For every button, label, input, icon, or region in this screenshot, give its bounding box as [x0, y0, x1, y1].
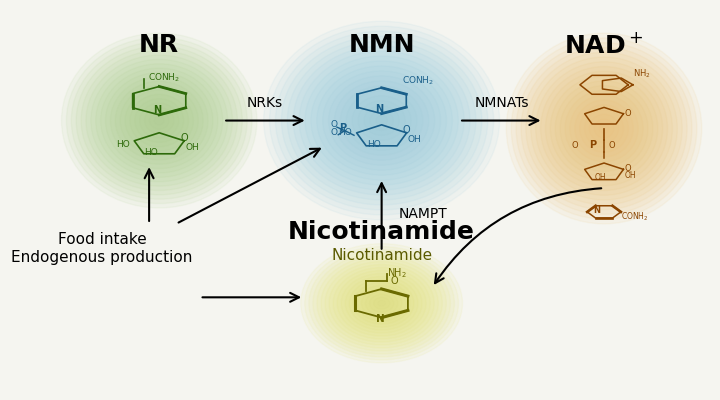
Text: NH$_2$: NH$_2$: [633, 67, 650, 80]
Text: OH: OH: [594, 174, 606, 182]
Ellipse shape: [66, 38, 252, 204]
Text: O: O: [330, 128, 338, 137]
Text: O: O: [330, 120, 338, 129]
Text: OH: OH: [186, 143, 199, 152]
Text: O: O: [624, 109, 631, 118]
Text: NMN: NMN: [348, 33, 415, 57]
Text: N: N: [376, 314, 384, 324]
Text: HO: HO: [145, 148, 158, 158]
Text: NAMPT: NAMPT: [398, 207, 447, 221]
Ellipse shape: [61, 33, 257, 208]
Text: HO: HO: [367, 140, 381, 150]
Text: N: N: [374, 104, 383, 114]
Text: P: P: [590, 140, 596, 150]
Text: O: O: [608, 141, 615, 150]
Text: CONH$_2$: CONH$_2$: [621, 210, 649, 223]
Ellipse shape: [506, 33, 702, 224]
Text: NH$_2$: NH$_2$: [387, 266, 407, 280]
Text: O: O: [571, 141, 577, 150]
Text: OH: OH: [624, 171, 636, 180]
Text: Nicotinamide: Nicotinamide: [331, 248, 432, 263]
Text: O: O: [181, 133, 188, 143]
Ellipse shape: [511, 38, 697, 219]
Text: P: P: [338, 123, 346, 133]
Ellipse shape: [269, 26, 494, 215]
Text: NRKs: NRKs: [247, 96, 283, 110]
Text: O: O: [402, 125, 410, 135]
Text: NMNATs: NMNATs: [474, 96, 529, 110]
Text: N: N: [153, 106, 162, 116]
Text: O: O: [391, 276, 398, 286]
Text: O: O: [624, 164, 631, 173]
Text: CONH$_2$: CONH$_2$: [402, 75, 433, 87]
Text: HO: HO: [117, 140, 130, 149]
Text: Food intake: Food intake: [58, 232, 146, 247]
Text: HO: HO: [338, 128, 351, 137]
Text: Endogenous production: Endogenous production: [12, 250, 193, 265]
Text: N: N: [593, 206, 600, 215]
Text: NAD$^+$: NAD$^+$: [564, 32, 644, 58]
Text: OH: OH: [408, 135, 422, 144]
Ellipse shape: [264, 21, 500, 220]
Text: NR: NR: [139, 33, 179, 57]
Text: Nicotinamide: Nicotinamide: [288, 220, 475, 244]
Text: CONH$_2$: CONH$_2$: [148, 72, 180, 84]
